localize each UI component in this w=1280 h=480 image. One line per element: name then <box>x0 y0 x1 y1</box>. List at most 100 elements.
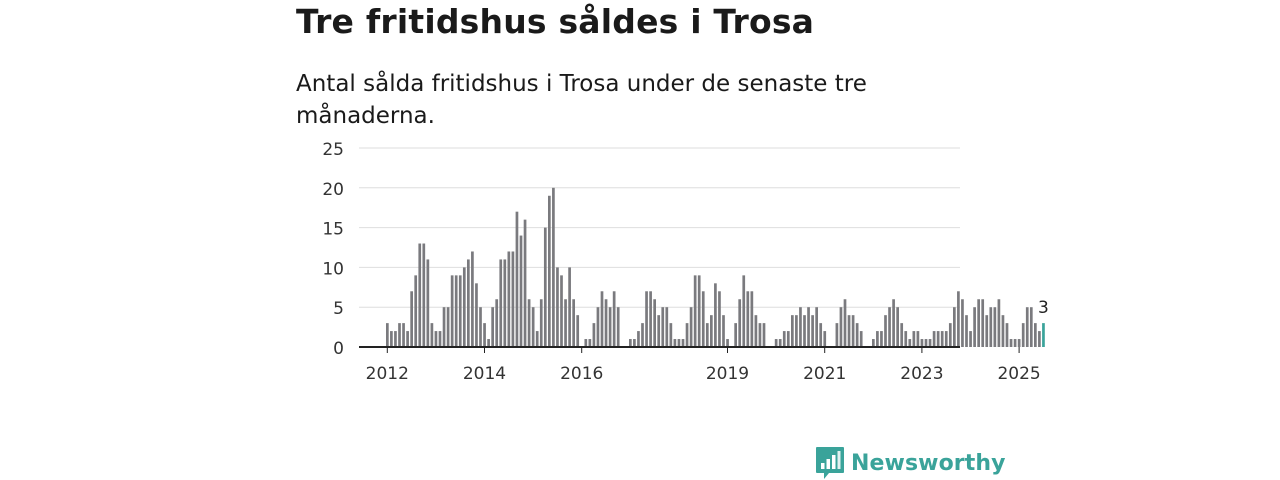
bar <box>1029 307 1033 347</box>
x-tick-label: 2025 <box>997 364 1040 384</box>
bar <box>588 339 592 347</box>
bar <box>701 291 705 347</box>
bar <box>535 331 539 347</box>
bar <box>1021 323 1025 347</box>
y-tick-label: 25 <box>322 140 344 160</box>
bar <box>438 331 442 347</box>
bar <box>904 331 908 347</box>
bar <box>499 259 503 347</box>
bar <box>1038 331 1041 347</box>
newsworthy-logo[interactable]: Newsworthy <box>815 446 1006 480</box>
bar <box>410 291 413 347</box>
bar <box>539 299 543 347</box>
bar <box>629 339 632 347</box>
bar <box>483 323 486 347</box>
bar <box>811 315 814 347</box>
bar <box>576 315 580 347</box>
bar <box>746 291 750 347</box>
bar <box>511 251 515 347</box>
bar <box>932 331 936 347</box>
highlight-bar <box>1042 323 1045 347</box>
bar <box>977 299 980 347</box>
x-tick-label: 2016 <box>560 364 603 384</box>
bar <box>446 307 450 347</box>
bar <box>734 323 737 347</box>
bar <box>657 315 661 347</box>
bar <box>718 291 721 347</box>
chart-subtitle: Antal sålda fritidshus i Trosa under de … <box>296 71 867 129</box>
bar <box>920 339 924 347</box>
bar <box>795 315 798 347</box>
bar <box>786 331 790 347</box>
bar <box>705 323 709 347</box>
bar <box>851 315 855 347</box>
bar <box>519 235 523 347</box>
y-tick-label: 5 <box>333 299 344 319</box>
bar <box>916 331 920 347</box>
bar <box>965 315 968 347</box>
bar <box>661 307 665 347</box>
bar <box>693 275 697 347</box>
bar <box>742 275 746 347</box>
bar <box>782 331 786 347</box>
bar <box>479 307 482 347</box>
bar <box>641 323 644 347</box>
bar <box>681 339 685 347</box>
bar <box>1025 307 1029 347</box>
bar <box>948 323 952 347</box>
bar <box>467 259 470 347</box>
bar <box>649 291 652 347</box>
bar <box>791 315 794 347</box>
bar <box>450 275 454 347</box>
axes <box>359 346 1020 353</box>
bar <box>491 307 494 347</box>
y-tick-label: 20 <box>322 180 344 200</box>
bar <box>710 315 713 347</box>
highlight-value-label: 3 <box>1038 298 1049 318</box>
bar <box>600 291 604 347</box>
bar <box>896 307 899 347</box>
gridlines <box>359 147 960 308</box>
bar <box>884 315 887 347</box>
bar <box>418 243 422 347</box>
bar <box>912 331 916 347</box>
bar <box>774 339 778 347</box>
bar <box>394 331 397 347</box>
x-tick-label: 2014 <box>463 364 506 384</box>
bar <box>527 299 531 347</box>
bar <box>754 315 758 347</box>
bar <box>892 299 895 347</box>
bar <box>981 299 985 347</box>
bar <box>552 187 555 347</box>
bar <box>669 323 673 347</box>
bar <box>803 315 806 347</box>
bar <box>1034 323 1037 347</box>
bar <box>592 323 596 347</box>
bar <box>523 219 527 347</box>
chart-title: Tre fritidshus såldes i Trosa <box>296 2 815 41</box>
bar <box>402 323 405 347</box>
bar-chart-speech-icon <box>816 447 844 479</box>
bar <box>855 323 859 347</box>
bar <box>823 331 827 347</box>
bar <box>572 299 575 347</box>
bar <box>936 331 940 347</box>
bar <box>819 323 823 347</box>
bar <box>596 307 600 347</box>
bar <box>633 339 636 347</box>
bar <box>685 323 689 347</box>
bar <box>924 339 928 347</box>
bar <box>961 299 964 347</box>
bar <box>1009 339 1013 347</box>
bar <box>993 307 997 347</box>
bar <box>997 299 1001 347</box>
bar <box>616 307 620 347</box>
bar <box>390 331 393 347</box>
bar <box>908 339 912 347</box>
bar <box>973 307 976 347</box>
bar <box>799 307 802 347</box>
bar <box>608 307 612 347</box>
